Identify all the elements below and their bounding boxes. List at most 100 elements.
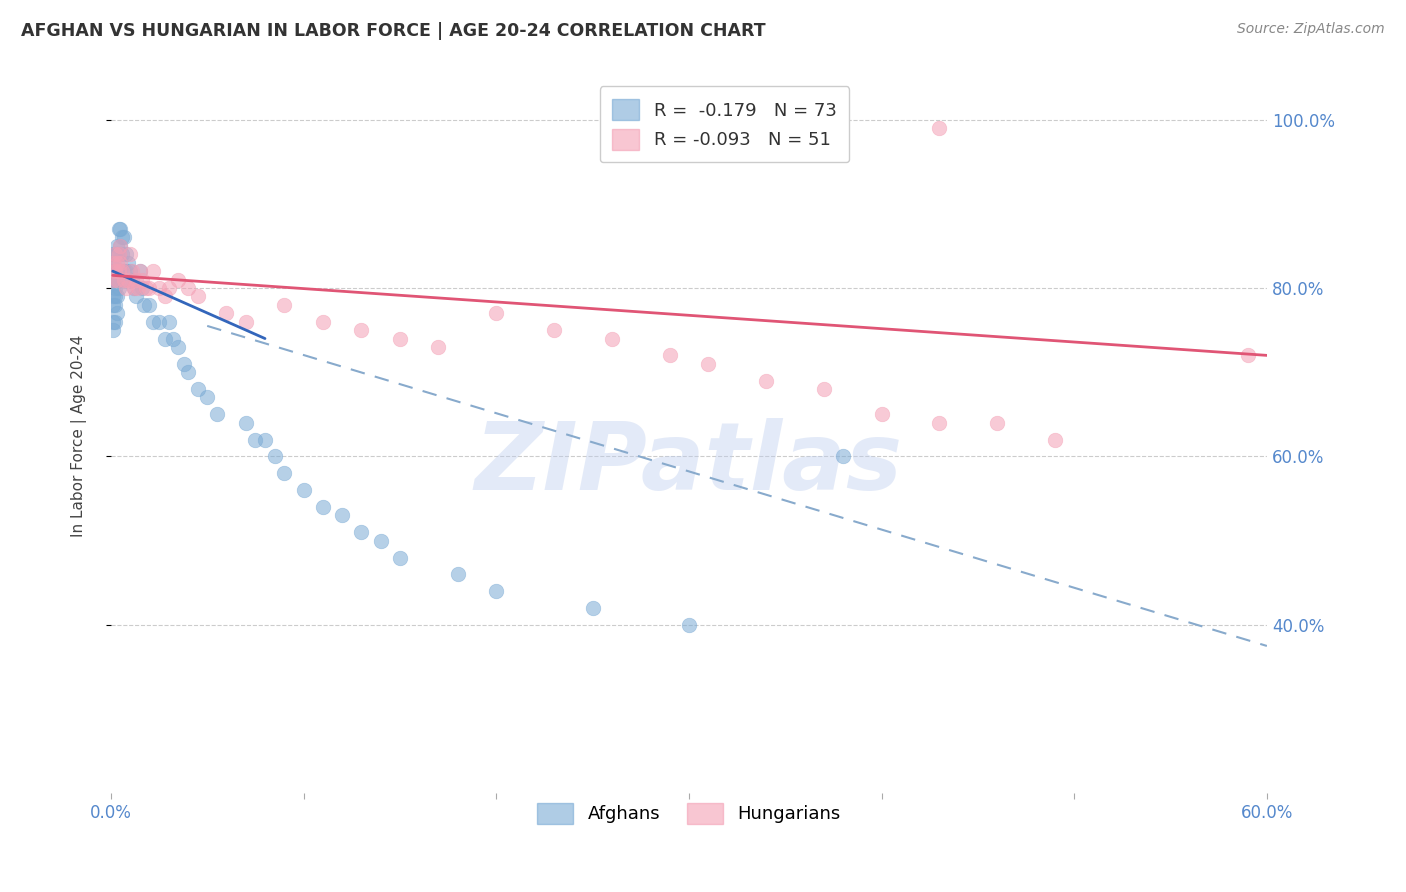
Point	[131, 272, 153, 286]
Point	[125, 272, 148, 286]
Point	[107, 247, 129, 261]
Point	[121, 264, 143, 278]
Point	[104, 264, 127, 278]
Point	[157, 315, 180, 329]
Point	[101, 256, 124, 270]
Point	[870, 408, 893, 422]
Point	[138, 298, 160, 312]
Text: AFGHAN VS HUNGARIAN IN LABOR FORCE | AGE 20-24 CORRELATION CHART: AFGHAN VS HUNGARIAN IN LABOR FORCE | AGE…	[21, 22, 766, 40]
Point	[115, 264, 138, 278]
Point	[104, 247, 127, 261]
Point	[292, 483, 315, 497]
Point	[105, 239, 128, 253]
Point	[162, 332, 184, 346]
Point	[127, 281, 149, 295]
Point	[370, 533, 392, 548]
Point	[117, 256, 139, 270]
Point	[543, 323, 565, 337]
Point	[110, 264, 132, 278]
Point	[111, 230, 134, 244]
Point	[104, 247, 127, 261]
Point	[263, 450, 285, 464]
Point	[101, 315, 124, 329]
Point	[101, 323, 124, 337]
Point	[447, 567, 470, 582]
Point	[187, 289, 209, 303]
Point	[153, 332, 176, 346]
Point	[312, 315, 335, 329]
Point	[104, 315, 127, 329]
Text: Source: ZipAtlas.com: Source: ZipAtlas.com	[1237, 22, 1385, 37]
Y-axis label: In Labor Force | Age 20-24: In Labor Force | Age 20-24	[72, 334, 87, 536]
Point	[813, 382, 835, 396]
Point	[101, 264, 124, 278]
Point	[115, 247, 138, 261]
Point	[330, 508, 353, 523]
Point	[485, 584, 508, 599]
Point	[105, 256, 128, 270]
Point	[350, 323, 373, 337]
Point	[153, 289, 176, 303]
Point	[110, 239, 132, 253]
Point	[121, 272, 143, 286]
Point	[128, 264, 150, 278]
Point	[388, 550, 411, 565]
Point	[132, 298, 155, 312]
Point	[104, 264, 127, 278]
Point	[117, 272, 139, 286]
Point	[142, 315, 165, 329]
Point	[167, 272, 190, 286]
Point	[581, 601, 603, 615]
Point	[1043, 433, 1066, 447]
Point	[177, 365, 200, 379]
Point	[115, 281, 138, 295]
Point	[104, 281, 127, 295]
Point	[107, 281, 129, 295]
Point	[697, 357, 720, 371]
Point	[107, 264, 129, 278]
Point	[105, 247, 128, 261]
Point	[101, 247, 124, 261]
Point	[111, 272, 134, 286]
Point	[832, 450, 855, 464]
Legend: Afghans, Hungarians: Afghans, Hungarians	[526, 792, 852, 834]
Point	[350, 525, 373, 540]
Text: ZIPatlas: ZIPatlas	[475, 418, 903, 510]
Point	[177, 281, 200, 295]
Point	[273, 298, 295, 312]
Point	[107, 222, 129, 236]
Point	[485, 306, 508, 320]
Point	[104, 272, 127, 286]
Point	[120, 264, 142, 278]
Point	[122, 281, 145, 295]
Point	[678, 618, 700, 632]
Point	[105, 272, 128, 286]
Point	[253, 433, 276, 447]
Point	[110, 256, 132, 270]
Point	[105, 306, 128, 320]
Point	[142, 264, 165, 278]
Point	[107, 264, 129, 278]
Point	[105, 272, 128, 286]
Point	[157, 281, 180, 295]
Point	[273, 467, 295, 481]
Point	[112, 272, 135, 286]
Point	[110, 239, 132, 253]
Point	[427, 340, 450, 354]
Point	[600, 332, 623, 346]
Point	[986, 416, 1008, 430]
Point	[101, 289, 124, 303]
Point	[173, 357, 195, 371]
Point	[187, 382, 209, 396]
Point	[205, 408, 228, 422]
Point	[101, 260, 124, 274]
Point	[101, 298, 124, 312]
Point	[104, 289, 127, 303]
Point	[312, 500, 335, 514]
Point	[135, 281, 157, 295]
Point	[195, 391, 218, 405]
Point	[125, 289, 148, 303]
Point	[148, 315, 170, 329]
Point	[245, 433, 267, 447]
Point	[101, 272, 124, 286]
